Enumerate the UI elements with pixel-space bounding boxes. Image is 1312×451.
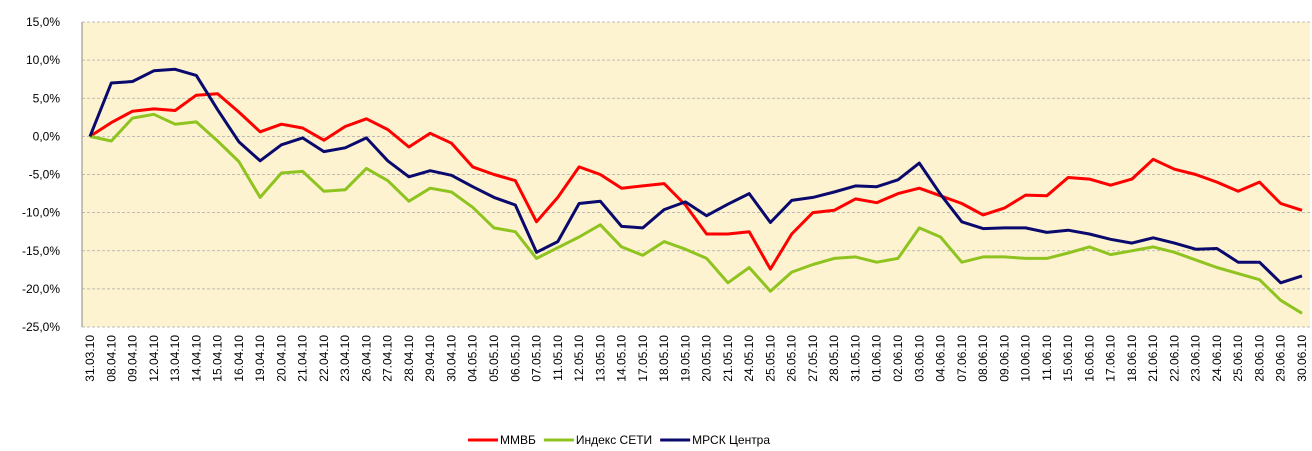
y-tick-label: 5,0%: [33, 91, 61, 105]
x-tick-label: 28.05.10: [827, 335, 841, 382]
x-tick-label: 04.06.10: [934, 335, 948, 382]
x-tick-label: 26.04.10: [359, 335, 373, 382]
x-tick-label: 01.06.10: [870, 335, 884, 382]
x-tick-label: 31.03.10: [83, 335, 97, 382]
x-tick-label: 20.04.10: [274, 335, 288, 382]
x-tick-label: 25.06.10: [1231, 335, 1245, 382]
x-tick-label: 08.04.10: [104, 335, 118, 382]
x-tick-label: 05.05.10: [487, 335, 501, 382]
x-tick-label: 15.06.10: [1061, 335, 1075, 382]
y-tick-label: -25,0%: [22, 320, 60, 334]
legend-label: ММВБ: [500, 433, 536, 447]
x-tick-label: 09.04.10: [126, 335, 140, 382]
x-tick-label: 16.06.10: [1082, 335, 1096, 382]
x-tick-label: 07.06.10: [955, 335, 969, 382]
x-tick-label: 11.05.10: [551, 335, 565, 381]
x-tick-label: 11.06.10: [1040, 335, 1054, 381]
x-tick-label: 28.06.10: [1252, 335, 1266, 382]
x-tick-label: 23.04.10: [338, 335, 352, 382]
x-tick-label: 09.06.10: [997, 335, 1011, 382]
y-tick-label: 0,0%: [33, 129, 61, 143]
x-tick-label: 14.04.10: [189, 335, 203, 382]
x-tick-label: 06.05.10: [508, 335, 522, 382]
x-tick-label: 24.05.10: [742, 335, 756, 382]
x-tick-label: 24.06.10: [1210, 335, 1224, 382]
x-tick-label: 15.04.10: [211, 335, 225, 382]
x-tick-label: 12.04.10: [147, 335, 161, 382]
x-tick-label: 07.05.10: [530, 335, 544, 382]
x-tick-label: 22.06.10: [1167, 335, 1181, 382]
x-tick-label: 27.04.10: [381, 335, 395, 382]
x-tick-label: 21.04.10: [296, 335, 310, 382]
x-tick-label: 28.04.10: [402, 335, 416, 382]
x-tick-label: 17.06.10: [1104, 335, 1118, 382]
x-tick-label: 10.06.10: [1019, 335, 1033, 382]
x-tick-label: 19.05.10: [678, 335, 692, 382]
line: [89, 92, 1303, 271]
legend-label: МРСК Центра: [692, 433, 770, 447]
line: [89, 112, 1303, 315]
x-tick-label: 22.04.10: [317, 335, 331, 382]
y-tick-label: -10,0%: [22, 206, 60, 220]
x-tick-label: 21.05.10: [721, 335, 735, 382]
y-tick-label: 15,0%: [26, 15, 60, 29]
x-tick-label: 29.04.10: [423, 335, 437, 382]
x-tick-label: 31.05.10: [848, 335, 862, 382]
plot-area: [82, 22, 1310, 327]
x-tick-label: 03.06.10: [912, 335, 926, 382]
x-tick-label: 23.06.10: [1189, 335, 1203, 382]
y-tick-label: -5,0%: [29, 168, 61, 182]
x-tick-label: 19.04.10: [253, 335, 267, 382]
y-tick-label: -20,0%: [22, 282, 60, 296]
x-tick-label: 12.05.10: [572, 335, 586, 382]
x-tick-label: 30.06.10: [1295, 335, 1309, 382]
y-tick-label: 10,0%: [26, 53, 60, 67]
x-tick-label: 16.04.10: [232, 335, 246, 382]
legend-label: Индекс СЕТИ: [576, 433, 652, 447]
x-tick-label: 13.04.10: [168, 335, 182, 382]
x-tick-label: 18.05.10: [657, 335, 671, 382]
x-tick-label: 26.05.10: [785, 335, 799, 382]
x-tick-label: 17.05.10: [636, 335, 650, 382]
x-tick-label: 27.05.10: [806, 335, 820, 382]
x-tick-label: 13.05.10: [593, 335, 607, 382]
x-tick-label: 21.06.10: [1146, 335, 1160, 382]
x-tick-label: 20.05.10: [700, 335, 714, 382]
x-tick-label: 25.05.10: [763, 335, 777, 382]
x-tick-label: 02.06.10: [891, 335, 905, 382]
line: [88, 67, 1303, 285]
x-tick-label: 04.05.10: [466, 335, 480, 382]
x-tick-label: 14.05.10: [615, 335, 629, 382]
x-tick-label: 29.06.10: [1274, 335, 1288, 382]
x-tick-label: 30.04.10: [444, 335, 458, 382]
x-tick-label: 18.06.10: [1125, 335, 1139, 382]
y-tick-label: -15,0%: [22, 244, 60, 258]
x-tick-label: 08.06.10: [976, 335, 990, 382]
